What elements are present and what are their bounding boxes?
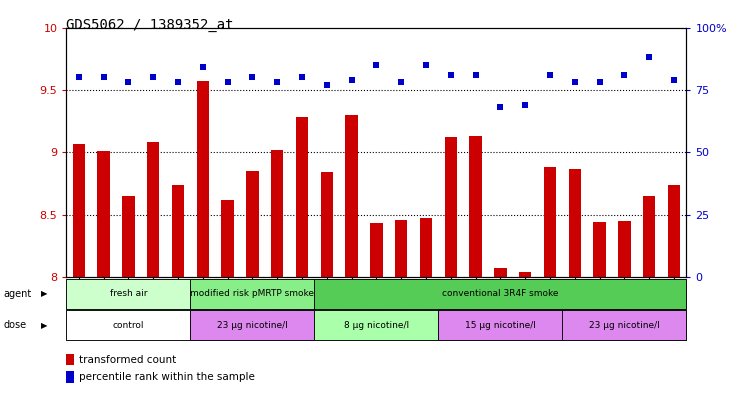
Point — [445, 72, 457, 78]
Point — [544, 72, 556, 78]
Bar — [221, 200, 234, 277]
Point — [593, 79, 605, 86]
Bar — [314, 279, 686, 309]
Bar — [593, 222, 606, 277]
Text: agent: agent — [4, 289, 32, 299]
Bar — [296, 118, 308, 277]
Bar — [72, 143, 85, 277]
Bar — [618, 221, 630, 277]
Point — [469, 72, 481, 78]
Bar — [519, 272, 531, 277]
Point — [569, 79, 581, 86]
Point — [420, 62, 432, 68]
Bar — [562, 310, 686, 340]
Text: percentile rank within the sample: percentile rank within the sample — [79, 372, 255, 382]
Point — [520, 102, 531, 108]
Bar — [370, 223, 382, 277]
Point — [97, 74, 109, 81]
Bar — [190, 279, 314, 309]
Point — [246, 74, 258, 81]
Point — [396, 79, 407, 86]
Text: dose: dose — [4, 320, 27, 330]
Point — [197, 64, 209, 71]
Bar — [568, 169, 581, 277]
Point — [370, 62, 382, 68]
Text: transformed count: transformed count — [79, 354, 176, 365]
Text: 8 μg nicotine/l: 8 μg nicotine/l — [344, 321, 409, 330]
Bar — [246, 171, 258, 277]
Point — [494, 104, 506, 110]
Text: fresh air: fresh air — [110, 289, 147, 298]
Point — [296, 74, 308, 81]
Bar — [190, 310, 314, 340]
Text: 23 μg nicotine/l: 23 μg nicotine/l — [589, 321, 660, 330]
Text: conventional 3R4F smoke: conventional 3R4F smoke — [442, 289, 559, 298]
Bar — [314, 310, 438, 340]
Bar — [643, 196, 655, 277]
Text: GDS5062 / 1389352_at: GDS5062 / 1389352_at — [66, 18, 234, 32]
Bar — [544, 167, 556, 277]
Point — [172, 79, 184, 86]
Point — [73, 74, 85, 81]
Bar — [66, 279, 190, 309]
Text: modified risk pMRTP smoke: modified risk pMRTP smoke — [190, 289, 314, 298]
Bar — [172, 185, 184, 277]
Bar — [469, 136, 482, 277]
Bar — [668, 185, 680, 277]
Point — [345, 77, 357, 83]
Bar — [196, 81, 209, 277]
Bar — [438, 310, 562, 340]
Text: 15 μg nicotine/l: 15 μg nicotine/l — [465, 321, 536, 330]
Bar — [420, 219, 432, 277]
Point — [644, 54, 655, 61]
Bar — [395, 220, 407, 277]
Point — [148, 74, 159, 81]
Point — [221, 79, 233, 86]
Point — [123, 79, 134, 86]
Bar — [271, 150, 283, 277]
Bar — [66, 310, 190, 340]
Bar — [123, 196, 134, 277]
Bar — [66, 371, 74, 383]
Point — [618, 72, 630, 78]
Bar — [345, 115, 358, 277]
Text: ▶: ▶ — [41, 321, 47, 330]
Bar — [66, 354, 74, 365]
Text: ▶: ▶ — [41, 289, 47, 298]
Text: control: control — [113, 321, 144, 330]
Bar — [494, 268, 506, 277]
Text: 23 μg nicotine/l: 23 μg nicotine/l — [217, 321, 288, 330]
Point — [321, 82, 333, 88]
Point — [272, 79, 283, 86]
Bar — [97, 151, 110, 277]
Bar — [147, 142, 159, 277]
Bar — [320, 172, 333, 277]
Point — [668, 77, 680, 83]
Bar — [444, 137, 457, 277]
